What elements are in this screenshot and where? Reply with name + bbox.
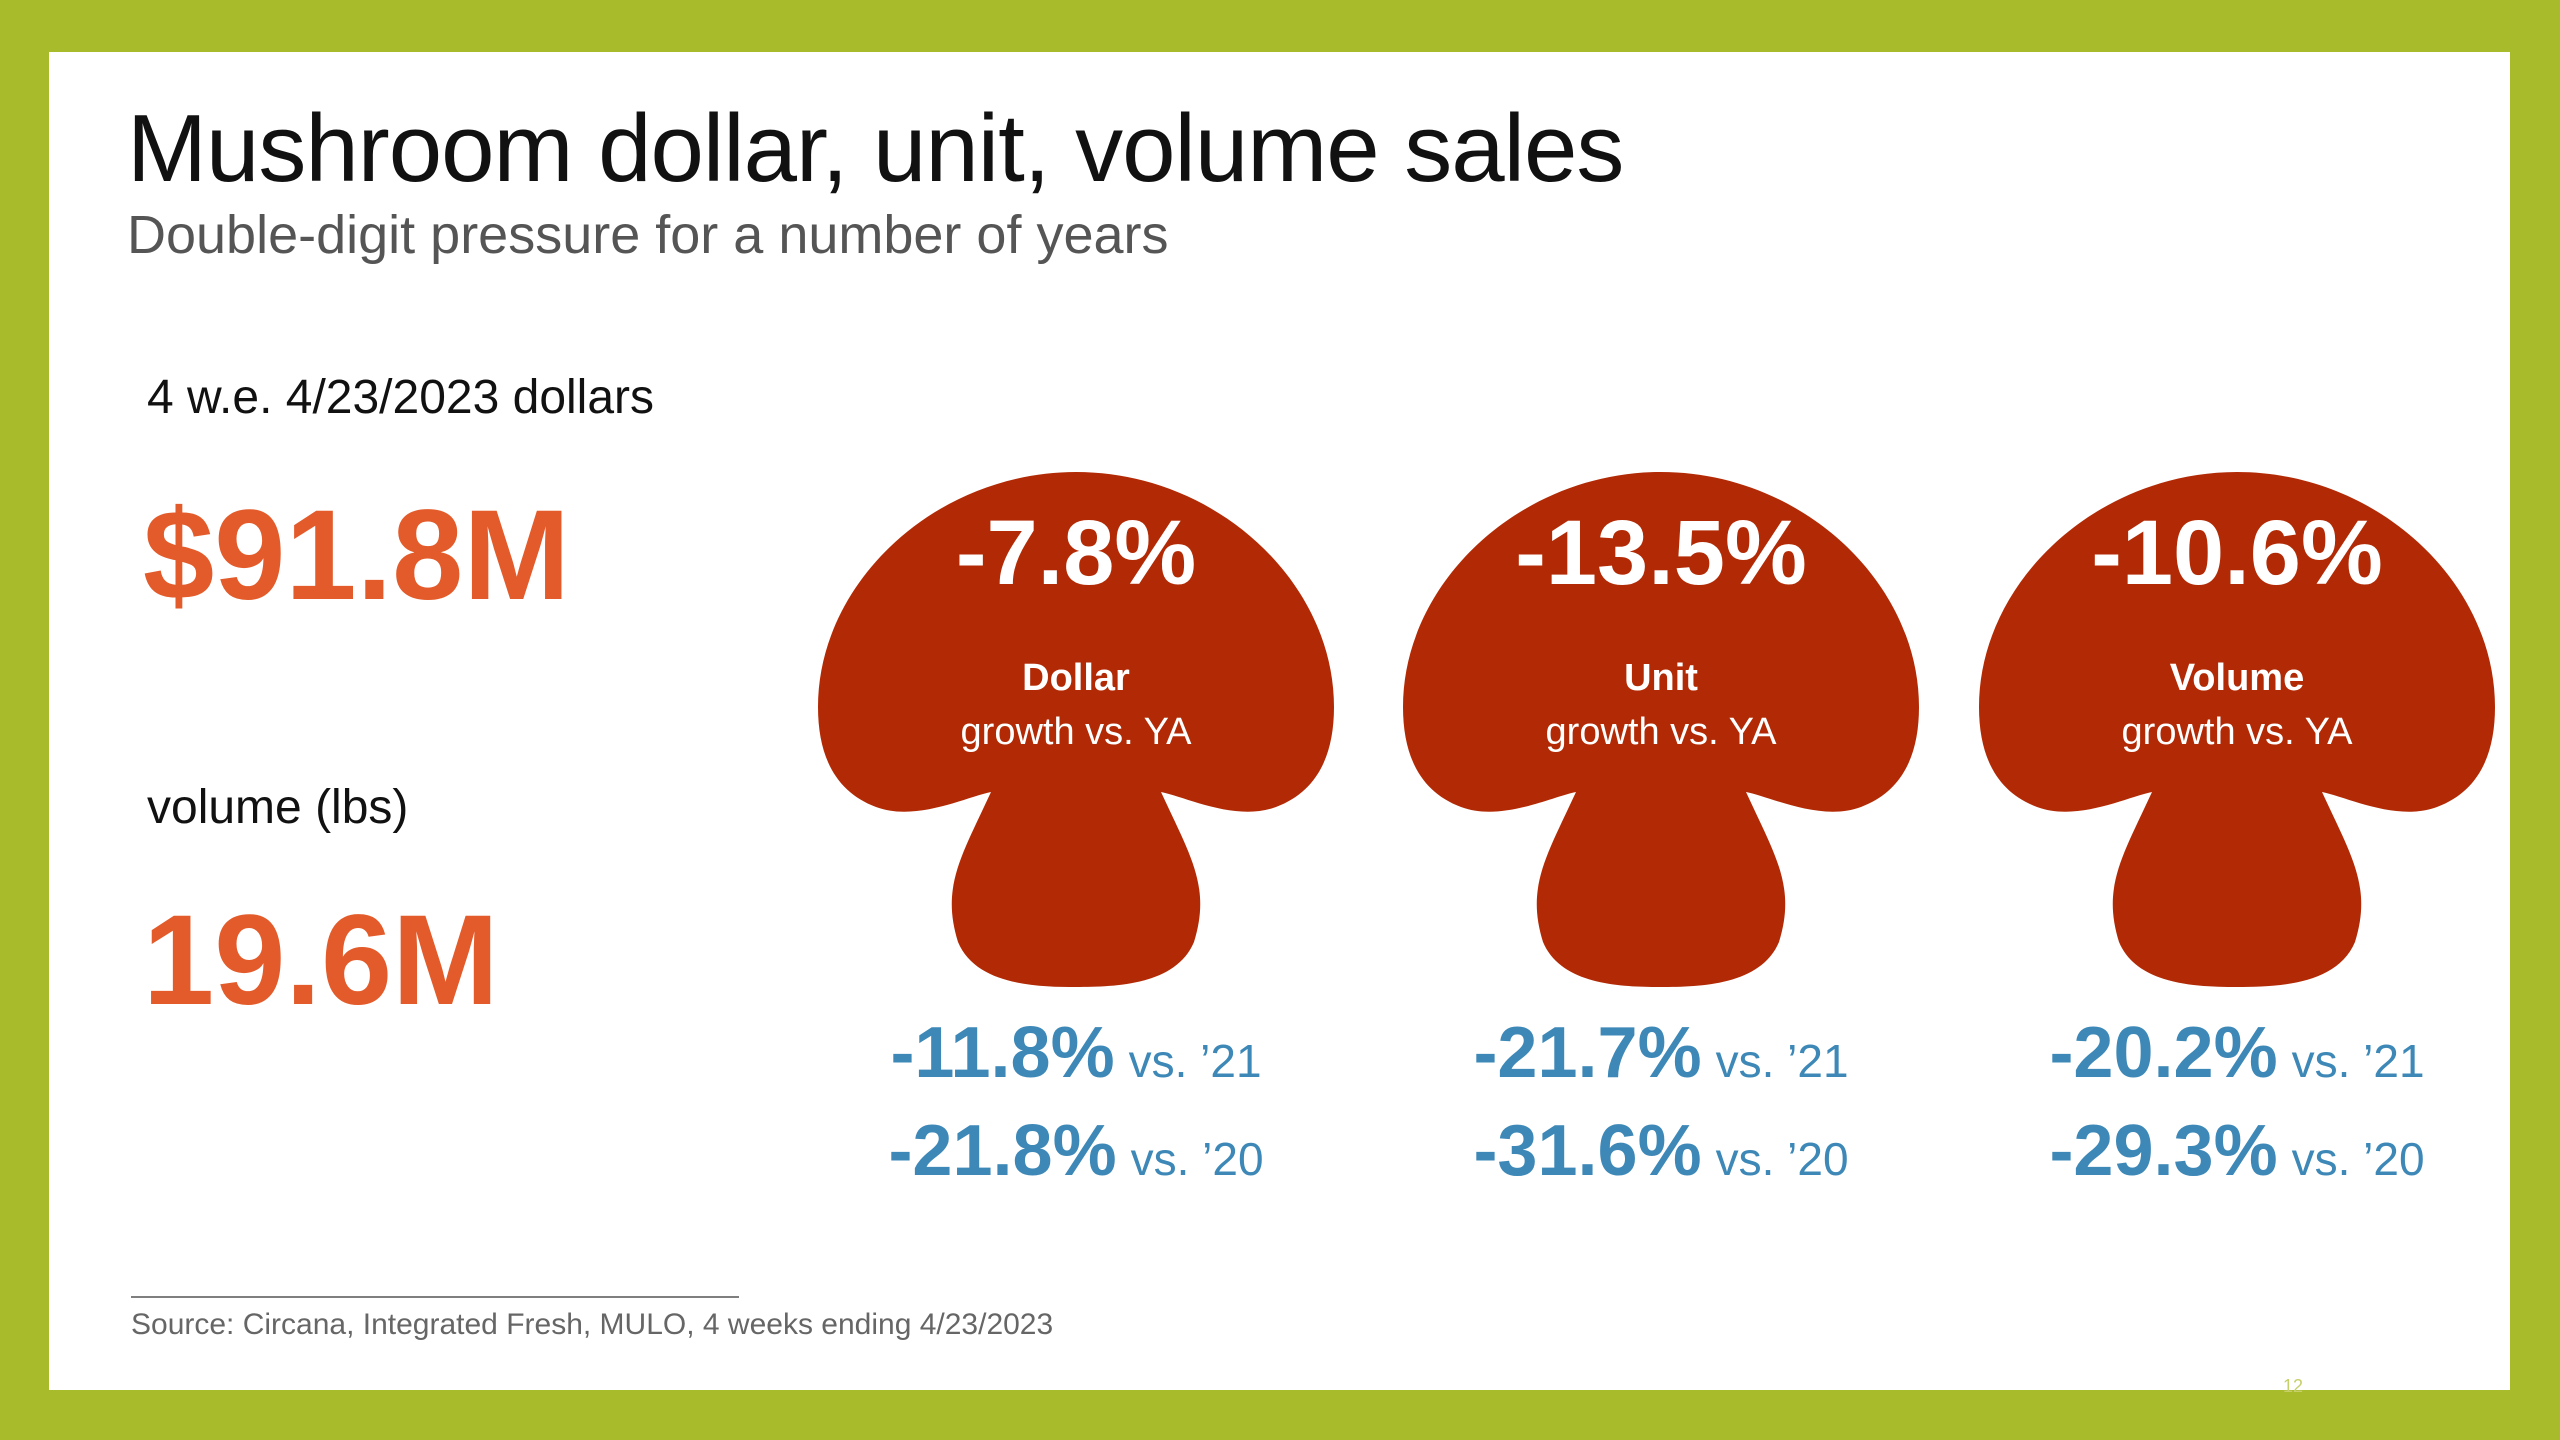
- comparison-value: -11.8%: [890, 1013, 1115, 1093]
- dollar-vs-21: -11.8% vs. ’21: [816, 1012, 1336, 1094]
- unit-vs-20: -31.6% vs. ’20: [1401, 1110, 1921, 1192]
- dollar-growth-pct: -7.8%: [955, 502, 1197, 604]
- volume-growth-label: growth vs. YA: [2121, 711, 2353, 753]
- comparison-value: -29.3%: [2049, 1111, 2278, 1191]
- volume-vs-20: -29.3% vs. ’20: [1977, 1110, 2497, 1192]
- page-number: 12: [2283, 1376, 2304, 1396]
- comparison-year: vs. ’20: [2291, 1133, 2425, 1185]
- comparison-year: vs. ’21: [1715, 1035, 1849, 1087]
- comparison-year: vs. ’21: [1128, 1035, 1262, 1087]
- volume-value: 19.6M: [143, 889, 499, 1032]
- page-title: Mushroom dollar, unit, volume sales: [127, 95, 1624, 202]
- mushroom-icon: [1403, 472, 1919, 987]
- volume-label: volume (lbs): [147, 781, 409, 834]
- comparison-value: -21.8%: [888, 1111, 1117, 1191]
- comparison-year: vs. ’21: [2291, 1035, 2425, 1087]
- source-note: Source: Circana, Integrated Fresh, MULO,…: [131, 1308, 1054, 1341]
- unit-growth-label: growth vs. YA: [1545, 711, 1777, 753]
- volume-vs-21: -20.2% vs. ’21: [1977, 1012, 2497, 1094]
- mushroom-icon: [818, 472, 1334, 987]
- dollar-name: Dollar: [1022, 657, 1130, 699]
- slide: Mushroom dollar, unit, volume sales Doub…: [49, 52, 2510, 1396]
- comparison-value: -21.7%: [1473, 1013, 1702, 1093]
- unit-growth-pct: -13.5%: [1515, 502, 1807, 604]
- page-subtitle: Double-digit pressure for a number of ye…: [127, 205, 1169, 265]
- mushroom-icon: [1979, 472, 2495, 987]
- comparison-value: -20.2%: [2049, 1013, 2278, 1093]
- unit-name: Unit: [1624, 657, 1698, 699]
- dollar-mushroom: -7.8% Dollar growth vs. YA: [816, 467, 1336, 987]
- source-divider: [131, 1296, 739, 1298]
- unit-mushroom: -13.5% Unit growth vs. YA: [1401, 467, 1921, 987]
- dollar-vs-20: -21.8% vs. ’20: [816, 1110, 1336, 1192]
- comparison-year: vs. ’20: [1130, 1133, 1264, 1185]
- volume-name: Volume: [2169, 657, 2305, 699]
- dollars-value: $91.8M: [143, 484, 570, 627]
- comparison-year: vs. ’20: [1715, 1133, 1849, 1185]
- volume-growth-pct: -10.6%: [2091, 502, 2383, 604]
- dollar-growth-label: growth vs. YA: [960, 711, 1192, 753]
- comparison-value: -31.6%: [1473, 1111, 1702, 1191]
- volume-mushroom: -10.6% Volume growth vs. YA: [1977, 467, 2497, 987]
- unit-vs-21: -21.7% vs. ’21: [1401, 1012, 1921, 1094]
- dollars-label: 4 w.e. 4/23/2023 dollars: [147, 371, 655, 424]
